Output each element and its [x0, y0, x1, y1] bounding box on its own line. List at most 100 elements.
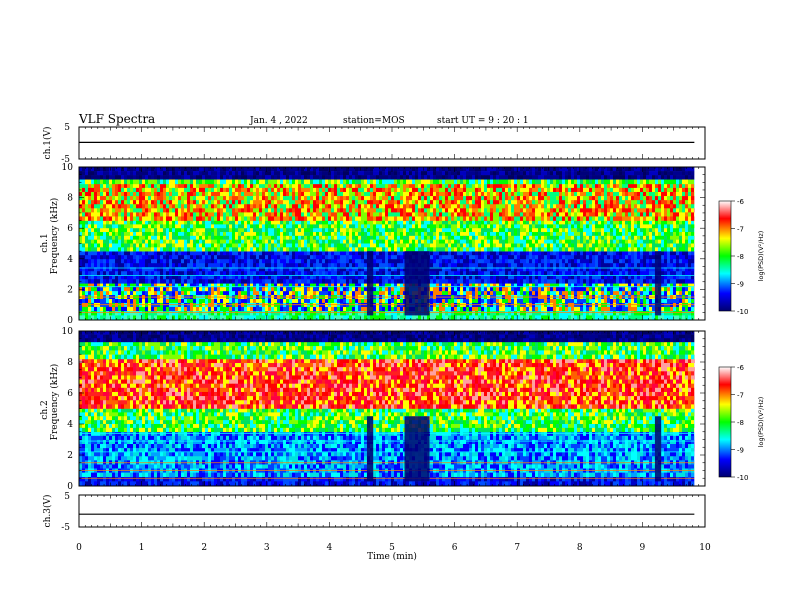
- spectrogram-cell: [163, 228, 167, 233]
- spectrogram-cell: [259, 224, 263, 229]
- spectrogram-cell: [481, 228, 485, 233]
- spectrogram-cell: [154, 235, 158, 240]
- spectrogram-cell: [154, 283, 158, 288]
- spectrogram-cell: [592, 279, 596, 284]
- spectrogram-cell: [691, 235, 695, 240]
- spectrogram-cell: [91, 315, 95, 320]
- spectrogram-cell: [178, 271, 182, 276]
- spectrogram-cell: [343, 235, 347, 240]
- spectrogram-cell: [532, 255, 536, 260]
- spectrogram-cell: [511, 263, 515, 268]
- spectrogram-cell: [274, 235, 278, 240]
- spectrogram-cell: [469, 315, 473, 320]
- spectrogram-cell: [496, 283, 500, 288]
- spectrogram-cell: [361, 263, 365, 268]
- spectrogram-cell: [466, 299, 470, 304]
- spectrogram-cell: [457, 306, 461, 312]
- spectrogram-cell: [673, 220, 677, 225]
- spectrogram-cell: [565, 220, 569, 225]
- spectrogram-cell: [277, 235, 281, 240]
- spectrogram-cell: [625, 251, 629, 256]
- spectrogram-cell: [82, 291, 86, 296]
- spectrogram-cell: [586, 291, 590, 296]
- spectrogram-cell: [676, 255, 680, 260]
- spectrogram-cell: [337, 239, 341, 244]
- spectrogram-cell: [499, 310, 503, 316]
- spectrogram-cell: [166, 243, 170, 248]
- spectrogram-cell: [481, 271, 485, 276]
- spectrogram-cell: [514, 263, 518, 268]
- spectrogram-cell: [346, 220, 350, 225]
- spectrogram-cell: [94, 255, 98, 260]
- spectrogram-cell: [148, 271, 152, 276]
- spectrogram-cell: [259, 310, 263, 316]
- figure-title: VLF Spectra: [78, 112, 155, 126]
- spectrogram-cell: [679, 232, 683, 237]
- spectrogram-cell: [478, 228, 482, 233]
- spectrogram-cell: [379, 263, 383, 268]
- spectrogram-cell: [670, 228, 674, 233]
- spectrogram-cell: [358, 279, 362, 284]
- spectrogram-cell: [556, 267, 560, 272]
- spectrogram-cell: [115, 271, 119, 276]
- spectrogram-cell: [142, 275, 146, 280]
- spectrogram-cell: [640, 279, 644, 284]
- spectrogram-cell: [142, 310, 146, 316]
- spectrogram-cell: [130, 315, 134, 320]
- spectrogram-cell: [223, 228, 227, 233]
- spectrogram-cell: [502, 279, 506, 284]
- spectrogram-cell: [154, 310, 158, 316]
- spectrogram-cell: [490, 263, 494, 268]
- spectrogram-cell: [277, 279, 281, 284]
- spectrogram-cell: [136, 259, 140, 264]
- spectrogram-cell: [205, 299, 209, 304]
- spectrogram-cell: [499, 315, 503, 320]
- spectrogram-cell: [193, 291, 197, 296]
- spectrogram-cell: [268, 287, 272, 292]
- spectrogram-cell: [385, 220, 389, 225]
- spectrogram-cell: [274, 259, 278, 264]
- spectrogram-cell: [679, 255, 683, 260]
- spectrogram-cell: [157, 259, 161, 264]
- spectrogram-cell: [568, 279, 572, 284]
- spectrogram-cell: [628, 275, 632, 280]
- spectrogram-cell: [484, 228, 488, 233]
- spectrogram-cell: [622, 255, 626, 260]
- spectrogram-cell: [292, 263, 296, 268]
- spectrogram-cell: [661, 235, 665, 240]
- spectrogram-cell: [514, 275, 518, 280]
- spectrogram-cell: [361, 291, 365, 296]
- spectrogram-cell: [103, 263, 107, 268]
- spectrogram-cell: [241, 275, 245, 280]
- spectrogram-cell: [679, 283, 683, 288]
- spectrogram-cell: [454, 220, 458, 225]
- spectrogram-cell: [586, 315, 590, 320]
- spectrogram-cell: [550, 251, 554, 256]
- spectrogram-cell: [427, 224, 431, 229]
- spectrogram-cell: [181, 259, 185, 264]
- spectrogram-cell: [682, 287, 686, 292]
- spectrogram-cell: [136, 224, 140, 229]
- spectrogram-cell: [511, 279, 515, 284]
- spectrogram-cell: [139, 228, 143, 233]
- spectrogram-cell: [286, 220, 290, 225]
- spectrogram-cell: [565, 315, 569, 320]
- spectrogram-cell: [595, 291, 599, 296]
- spectrogram-cell: [139, 239, 143, 244]
- spectrogram-cell: [487, 267, 491, 272]
- spectrogram-cell: [493, 287, 497, 292]
- spectrogram-cell: [355, 287, 359, 292]
- spectrogram-cell: [82, 224, 86, 229]
- spectrogram-cell: [205, 271, 209, 276]
- spectrogram-cell: [214, 255, 218, 260]
- spectrogram-cell: [607, 251, 611, 256]
- spectrogram-cell: [196, 271, 200, 276]
- spectrogram-cell: [124, 283, 128, 288]
- spectrogram-cell: [460, 220, 464, 225]
- spectrogram-cell: [316, 224, 320, 229]
- spectrogram-cell: [145, 315, 149, 320]
- spectrogram-cell: [94, 224, 98, 229]
- spectrogram-cell: [415, 315, 419, 320]
- spectrogram-cell: [499, 306, 503, 312]
- spectrogram-cell: [190, 220, 194, 225]
